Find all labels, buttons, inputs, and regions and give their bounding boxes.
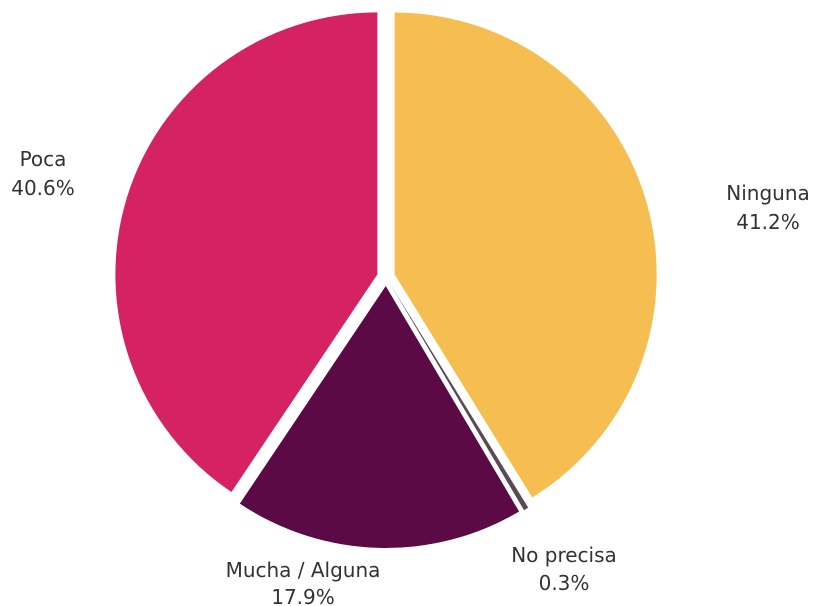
label-no-precisa-value: 0.3% — [539, 571, 590, 595]
slice-poca — [115, 12, 378, 492]
label-mucha-alguna-value: 17.9% — [271, 585, 335, 606]
label-ninguna-name: Ninguna — [726, 181, 810, 205]
label-ninguna-value: 41.2% — [736, 210, 800, 234]
slice-ninguna — [394, 12, 657, 498]
slice-mucha-alguna — [239, 285, 520, 548]
label-poca-name: Poca — [20, 147, 67, 171]
label-poca-value: 40.6% — [11, 176, 75, 200]
slice-no-precisa — [390, 284, 529, 511]
pie-labels: Ninguna 41.2% No precisa 0.3% Mucha / Al… — [11, 147, 810, 606]
pie-slices — [115, 12, 657, 548]
label-mucha-alguna-name: Mucha / Alguna — [226, 558, 381, 582]
label-no-precisa-name: No precisa — [511, 543, 617, 567]
